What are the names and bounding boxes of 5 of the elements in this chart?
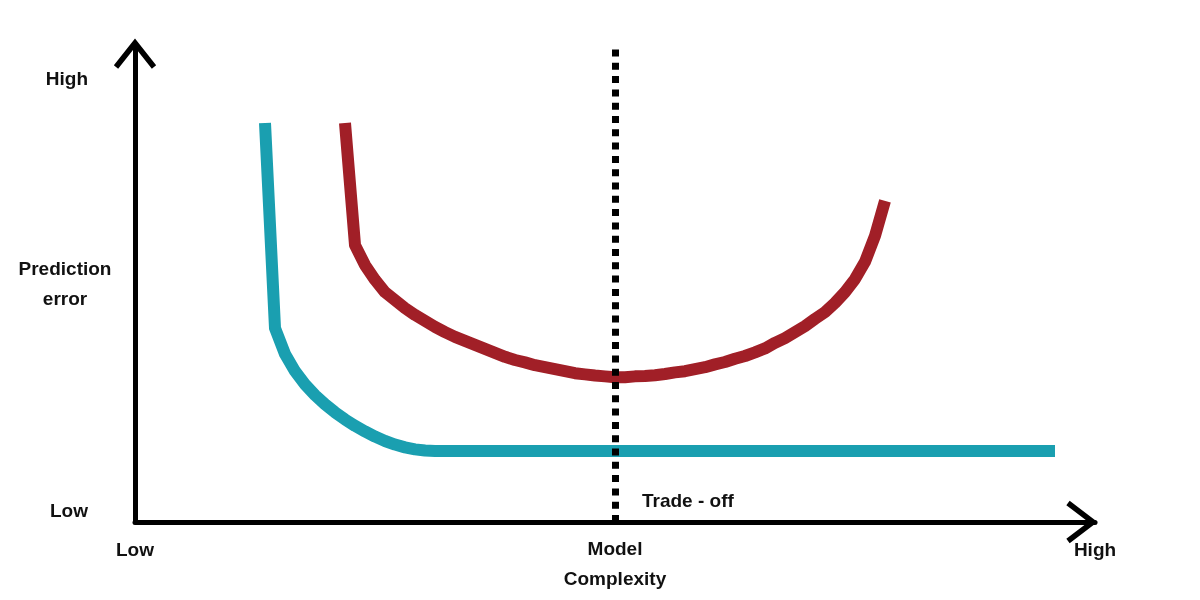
y-axis-title: Prediction error <box>18 257 112 309</box>
annotation: Trade - off <box>642 489 735 511</box>
text: Low <box>50 499 89 521</box>
x-axis-title: Model Complexity <box>563 537 667 589</box>
text: High <box>45 67 88 89</box>
